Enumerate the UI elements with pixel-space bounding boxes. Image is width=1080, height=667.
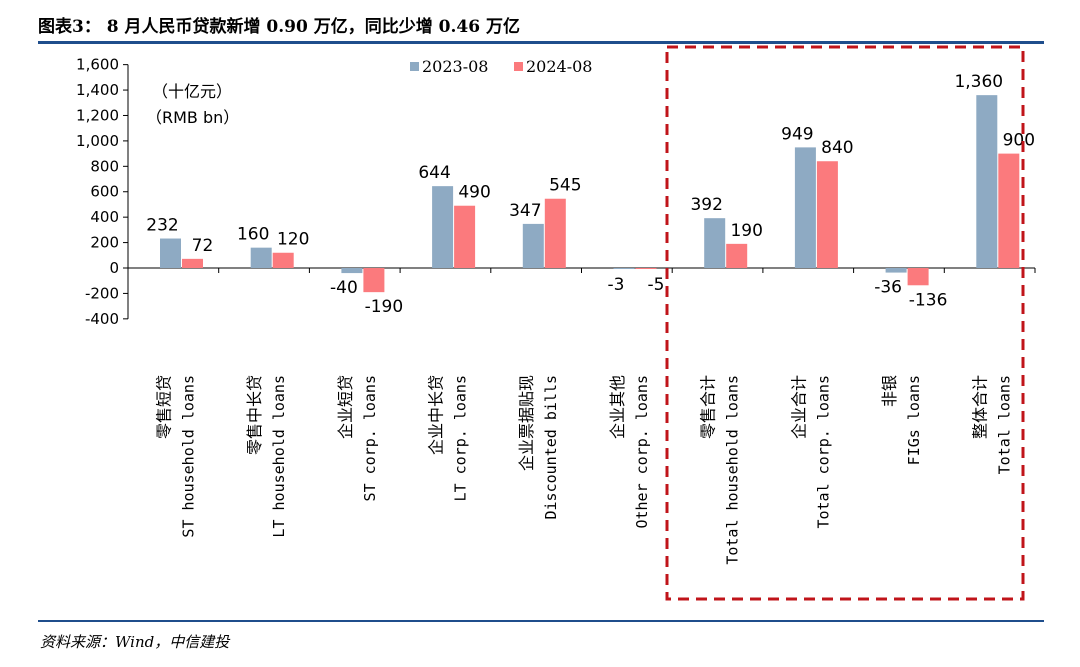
y-tick-label: 800	[90, 157, 119, 175]
bar-2024-08	[635, 268, 657, 269]
y-tick-label: 1,400	[76, 81, 119, 99]
category-label-cn: 整体合计	[971, 375, 990, 439]
bar-2023-08	[522, 223, 544, 268]
data-label: 232	[146, 216, 178, 236]
y-tick-label: 600	[90, 183, 119, 201]
unit-label-en: （RMB bn）	[146, 108, 239, 127]
legend-swatch-2023	[410, 62, 419, 71]
category-label-cn: 企业短贷	[336, 375, 355, 439]
data-label: 72	[192, 236, 214, 256]
category-label-cn: 非银	[880, 375, 899, 407]
category-label-en: LT household loans	[270, 375, 288, 538]
y-tick-label: 400	[90, 208, 119, 226]
data-label: -136	[909, 290, 948, 310]
bar-2024-08	[998, 153, 1020, 268]
data-label: 490	[458, 183, 490, 203]
category-label-en: Other corp. loans	[633, 375, 651, 529]
data-label: 392	[690, 195, 722, 215]
category-label-cn: 企业合计	[789, 375, 808, 439]
bar-2024-08	[816, 161, 838, 268]
category-label-cn: 零售合计	[699, 375, 718, 439]
data-label: 840	[821, 138, 853, 158]
category-label-en: Total loans	[996, 375, 1014, 474]
y-tick-label: 1,600	[76, 56, 119, 74]
category-label: 零售短贷 ST household loans	[154, 375, 197, 538]
legend-label-2024: 2024-08	[526, 57, 592, 76]
data-label: -40	[330, 278, 358, 298]
y-tick-label: -400	[85, 310, 119, 328]
bar-2023-08	[432, 186, 454, 268]
category-label-cn: 企业其他	[608, 375, 627, 439]
bar-2023-08	[341, 268, 363, 274]
category-label: 企业票据贴现 Discounted bills	[517, 375, 560, 520]
y-tick-label: -200	[85, 284, 119, 302]
data-label: 1,360	[954, 72, 1003, 92]
category-label-en: Total household loans	[724, 375, 742, 565]
data-label: -36	[874, 278, 902, 298]
bar-2023-08	[704, 218, 726, 268]
category-label-cn: 企业中长贷	[426, 375, 445, 455]
bar-2023-08	[613, 268, 635, 269]
bar-2024-08	[363, 268, 385, 293]
y-tick-label: 1,200	[76, 106, 119, 124]
data-label: 644	[418, 163, 450, 183]
category-label: 企业其他 Other corp. loans	[608, 375, 651, 529]
category-label-cn: 零售短贷	[154, 375, 173, 439]
bar-2024-08	[182, 258, 203, 268]
source-note: 资料来源：Wind，中信建投	[40, 633, 230, 651]
legend-swatch-2024	[514, 62, 523, 71]
category-label: 企业中长贷 LT corp. loans	[426, 375, 469, 501]
category-label: 非银 FIGs loans	[880, 375, 923, 465]
bar-2023-08	[794, 147, 816, 268]
data-label: -3	[608, 275, 625, 295]
category-label: 零售合计 Total household loans	[699, 375, 742, 565]
category-label-en: Discounted bills	[542, 375, 560, 520]
y-tick-label: 200	[90, 234, 119, 252]
bar-2023-08	[885, 268, 907, 273]
data-label: 190	[730, 221, 762, 241]
category-label: 整体合计 Total loans	[971, 375, 1014, 474]
bar-2024-08	[272, 252, 294, 268]
y-tick-label: 0	[109, 259, 119, 277]
data-label: 545	[549, 176, 581, 196]
category-label-en: ST household loans	[179, 375, 197, 538]
data-label: 900	[1003, 131, 1035, 151]
data-label: -5	[648, 275, 665, 295]
highlight-box	[665, 45, 1025, 601]
chart-title: 图表3： 8 月人民币贷款新增 0.90 万亿，同比少增 0.46 万亿	[38, 17, 520, 37]
bar-2023-08	[250, 247, 272, 268]
data-label: 120	[277, 230, 309, 250]
data-label: 347	[509, 201, 541, 221]
unit-label-cn: （十亿元）	[152, 82, 232, 101]
category-label: 零售中长贷 LT household loans	[245, 375, 288, 538]
bar-2023-08	[976, 95, 998, 268]
category-label-en: FIGs loans	[905, 375, 923, 465]
category-label-en: LT corp. loans	[451, 375, 469, 501]
header-rule	[38, 41, 1044, 44]
bar-2023-08	[160, 238, 181, 268]
bar-2024-08	[907, 268, 929, 286]
category-label-cn: 零售中长贷	[245, 375, 264, 455]
category-label-en: ST corp. loans	[361, 375, 379, 501]
category-label: 企业短贷 ST corp. loans	[336, 375, 379, 501]
bar-2024-08	[544, 198, 566, 268]
data-label: 949	[781, 124, 813, 144]
y-tick-label: 1,000	[76, 132, 119, 150]
bar-2024-08	[726, 243, 748, 268]
footer-rule	[38, 620, 1044, 622]
category-label: 企业合计 Total corp. loans	[789, 375, 832, 529]
category-label-en: Total corp. loans	[814, 375, 832, 529]
category-label-cn: 企业票据贴现	[517, 375, 536, 471]
bar-2024-08	[454, 205, 476, 268]
bar-chart: 1,600 1,400 1,200 1,000 800 600 400 200 0 -200 -40…	[76, 45, 1036, 601]
legend-label-2023: 2023-08	[422, 57, 488, 76]
data-label: -190	[365, 297, 404, 317]
data-label: 160	[237, 225, 269, 245]
